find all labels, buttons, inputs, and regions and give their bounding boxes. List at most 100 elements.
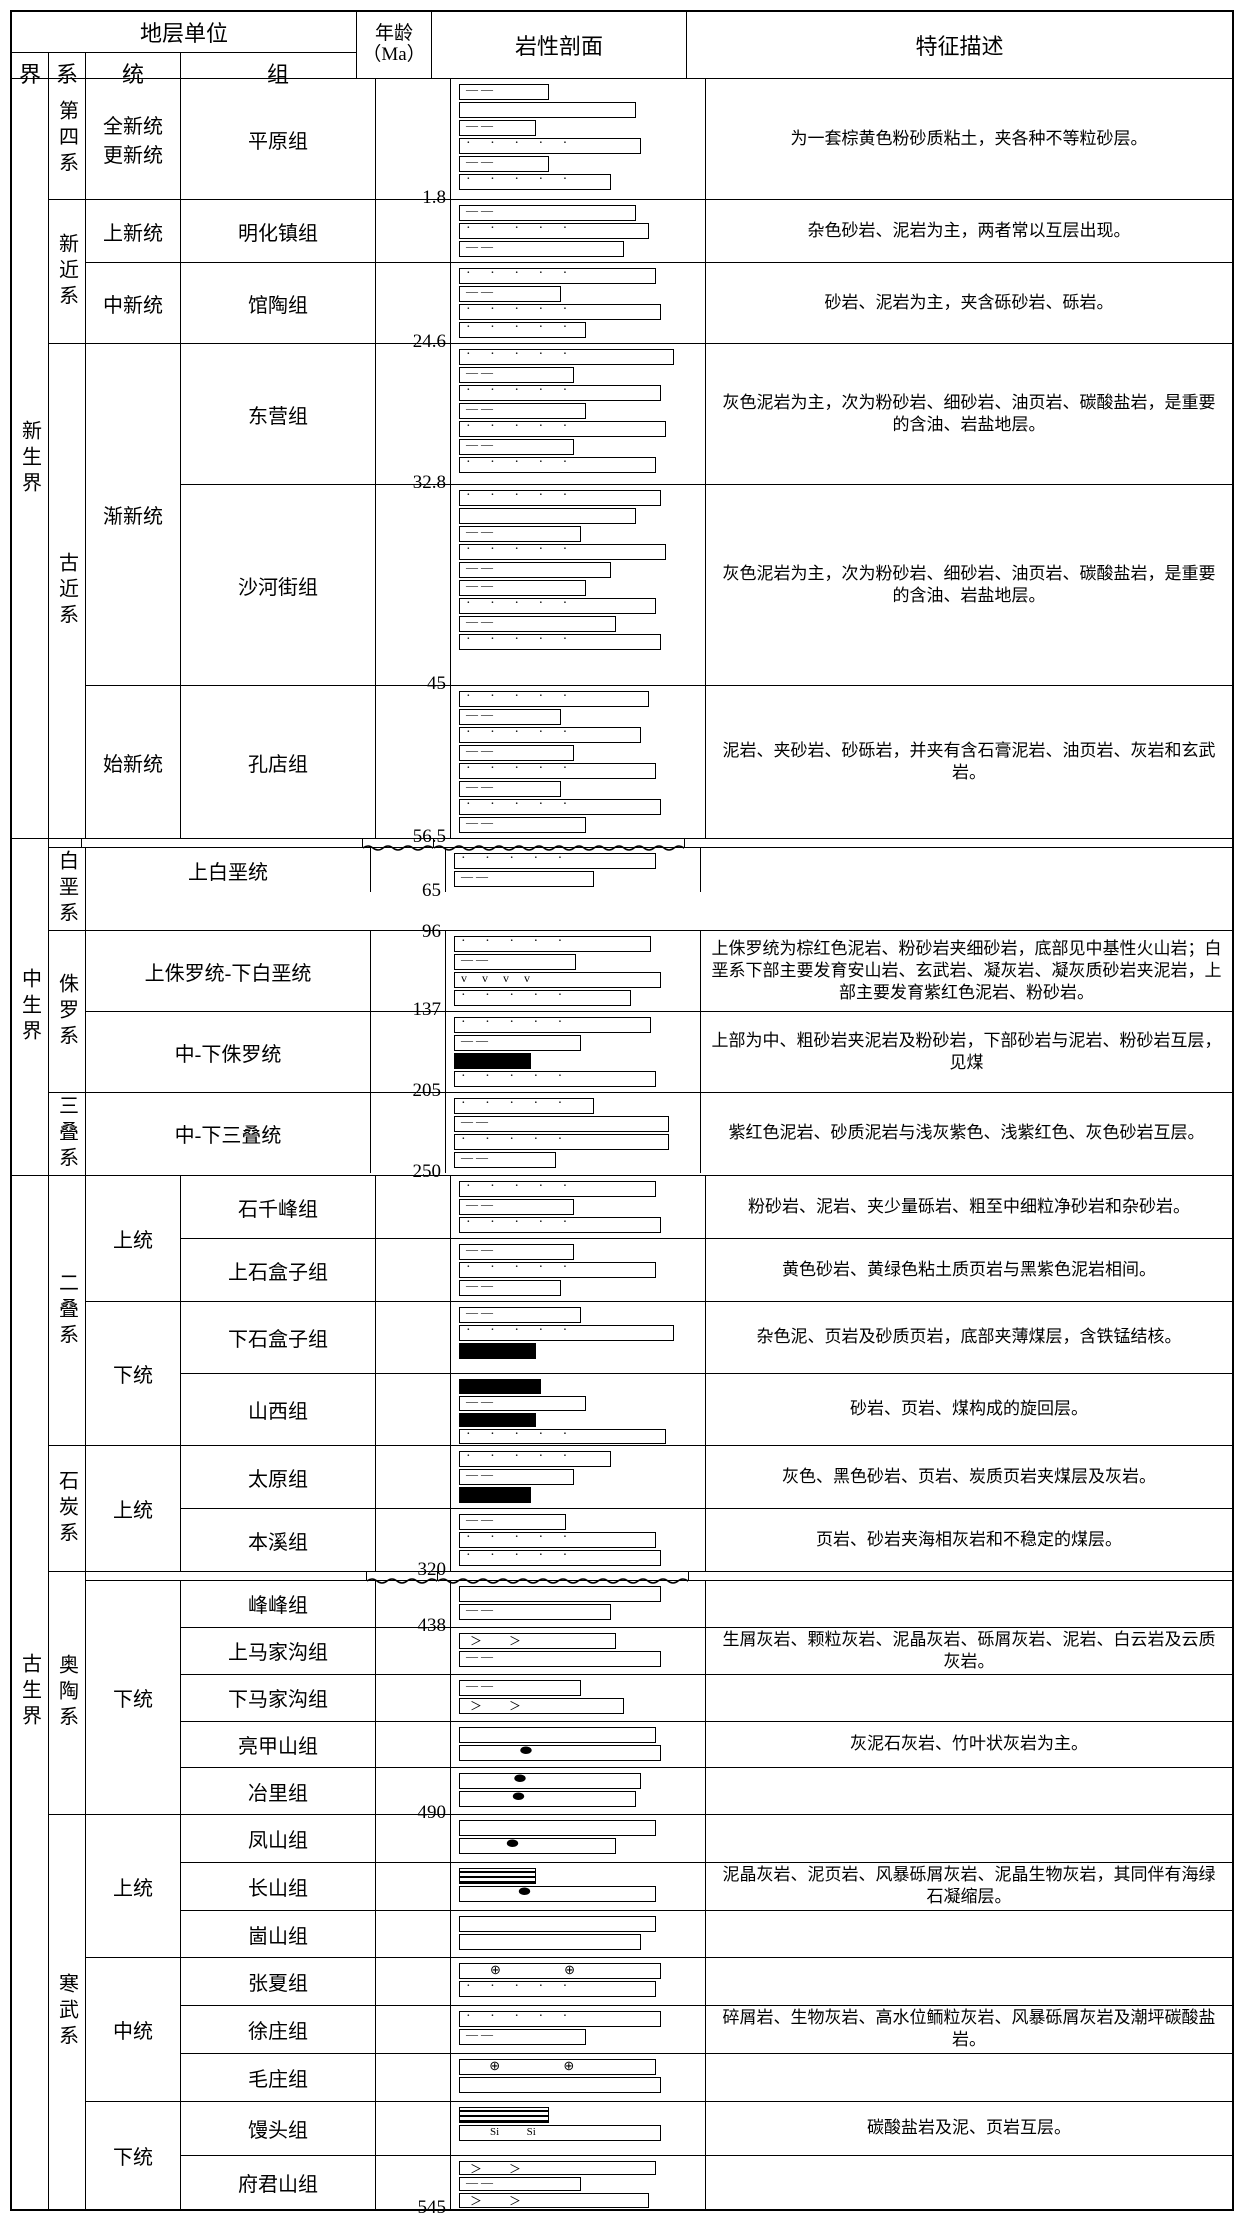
- description-cell: 紫红色泥岩、砂质泥岩与浅灰紫色、浅紫红色、灰色砂岩互层。: [701, 1093, 1232, 1173]
- lithology-cell: [451, 485, 706, 685]
- age-cell: [376, 1176, 451, 1238]
- lithology-cell: [451, 1302, 706, 1373]
- system-group: 新近系上新统明化镇组杂色砂岩、泥岩为主，两者常以互层出现。中新统馆陶组24.6砂…: [49, 200, 1232, 344]
- age-cell: [376, 1863, 451, 1910]
- formation-row: 馒头组 碳酸盐岩及泥、页岩互层。: [181, 2102, 1232, 2156]
- age-cell: [376, 1628, 451, 1674]
- era-group: 新生界第四系全新统 更新统平原组1.8为一套棕黄色粉砂质粘土，夹各种不等粒砂层。…: [12, 79, 1232, 839]
- unconformity-line: [49, 839, 1232, 848]
- description-cell: 上侏罗统为棕红色泥岩、粉砂岩夹细砂岩，底部见中基性火山岩；白垩系下部主要发育安山…: [701, 931, 1232, 1011]
- system-group: 第四系全新统 更新统平原组1.8为一套棕黄色粉砂质粘土，夹各种不等粒砂层。: [49, 79, 1232, 200]
- description-cell: 碳酸盐岩及泥、页岩互层。: [706, 2102, 1232, 2155]
- system-group: 侏罗系上侏罗统-下白垩统96137上侏罗统为棕红色泥岩、粉砂岩夹细砂岩，底部见中…: [49, 931, 1232, 1093]
- formation-cell: 崮山组: [181, 1911, 376, 1958]
- series-group: 上侏罗统-下白垩统96137上侏罗统为棕红色泥岩、粉砂岩夹细砂岩，底部见中基性火…: [86, 931, 1232, 1092]
- series-group: 中-下三叠统250紫红色泥岩、砂质泥岩与浅灰紫色、浅紫红色、灰色砂岩互层。: [86, 1093, 1232, 1173]
- era-group: 古生界二叠系上统石千峰组粉砂岩、泥岩、夹少量砾岩、粗至中细粒净砂岩和杂砂岩。上石…: [12, 1176, 1232, 2209]
- lithology-cell: [451, 1675, 706, 1721]
- age-cell: [376, 1722, 451, 1768]
- description-cell: 灰色泥岩为主，次为粉砂岩、细砂岩、油页岩、碳酸盐岩，是重要的含油、岩盐地层。: [706, 344, 1232, 484]
- formation-row: 上马家沟组生屑灰岩、颗粒灰岩、泥晶灰岩、砾屑灰岩、泥岩、白云岩及云质灰岩。: [181, 1628, 1232, 1675]
- series-cell: 上统: [86, 1446, 181, 1571]
- lithology-cell: [451, 200, 706, 262]
- series-cell: 上统: [86, 1815, 181, 1957]
- age-cell: 65: [371, 848, 446, 892]
- series-cell: 中新统: [86, 263, 181, 343]
- series-group: 下统峰峰组438上马家沟组生屑灰岩、颗粒灰岩、泥晶灰岩、砾屑灰岩、泥岩、白云岩及…: [86, 1581, 1232, 1814]
- formation-row: 徐庄组碎屑岩、生物灰岩、高水位鲕粒灰岩、风暴砾屑灰岩及潮坪碳酸盐岩。: [181, 2006, 1232, 2054]
- lithology-cell: [451, 1581, 706, 1627]
- lithology-cell: [451, 1509, 706, 1571]
- formation-row: 中-下侏罗统205上部为中、粗砂岩夹泥岩及粉砂岩，下部砂岩与泥岩、粉砂岩互层，见…: [86, 1012, 1232, 1092]
- formation-cell: 山西组: [181, 1374, 376, 1445]
- age-cell: 24.6: [376, 263, 451, 343]
- description-cell: [706, 1581, 1232, 1627]
- series-group: 上统石千峰组粉砂岩、泥岩、夹少量砾岩、粗至中细粒净砂岩和杂砂岩。上石盒子组黄色砂…: [86, 1176, 1232, 1302]
- age-cell: [376, 2102, 451, 2155]
- lithology-cell: [451, 1628, 706, 1674]
- era-cell: 古生界: [12, 1176, 49, 2209]
- formation-cell: 馒头组: [181, 2102, 376, 2155]
- formation-row: 毛庄组: [181, 2054, 1232, 2101]
- series-cell: 中统: [86, 1958, 181, 2100]
- lithology-cell: [451, 1239, 706, 1301]
- formation-row: 太原组灰色、黑色砂岩、页岩、炭质页岩夹煤层及灰岩。: [181, 1446, 1232, 1509]
- formation-cell: 凤山组: [181, 1815, 376, 1862]
- formation-row: 凤山组: [181, 1815, 1232, 1863]
- system-cell: 第四系: [49, 79, 86, 199]
- lithology-cell: [451, 1446, 706, 1508]
- lithology-cell: [451, 2156, 706, 2209]
- age-cell: 490: [376, 1768, 451, 1814]
- formation-cell: 本溪组: [181, 1509, 376, 1571]
- system-group: 古近系渐新统东营组32.8灰色泥岩为主，次为粉砂岩、细砂岩、油页岩、碳酸盐岩，是…: [49, 344, 1232, 838]
- formation-cell: 馆陶组: [181, 263, 376, 343]
- system-cell: 奥陶系: [49, 1572, 86, 1814]
- formation-row: 亮甲山组灰泥石灰岩、竹叶状灰岩为主。: [181, 1722, 1232, 1769]
- formation-cell: 徐庄组: [181, 2006, 376, 2053]
- stratigraphy-table: 地层单位界系统组年龄（Ma）岩性剖面特征描述 新生界第四系全新统 更新统平原组1…: [10, 10, 1234, 2211]
- series-group: 下统下石盒子组杂色泥、页岩及砂质页岩，底部夹薄煤层，含铁锰结核。山西组砂岩、页岩…: [86, 1302, 1232, 1445]
- formation-row: 峰峰组438: [181, 1581, 1232, 1628]
- age-cell: 205: [371, 1012, 446, 1092]
- series-group: 下统馒头组碳酸盐岩及泥、页岩互层。府君山组545: [86, 2102, 1232, 2209]
- lithology-cell: [451, 2054, 706, 2101]
- age-cell: 250: [371, 1093, 446, 1173]
- system-group: 白垩系上白垩统65: [49, 848, 1232, 931]
- age-cell: [376, 1302, 451, 1373]
- description-cell: 灰色泥岩为主，次为粉砂岩、细砂岩、油页岩、碳酸盐岩，是重要的含油、岩盐地层。: [706, 485, 1232, 685]
- age-cell: 438: [376, 1581, 451, 1627]
- description-cell: 生屑灰岩、颗粒灰岩、泥晶灰岩、砾屑灰岩、泥岩、白云岩及云质灰岩。: [706, 1628, 1232, 1674]
- series-cell: 始新统: [86, 686, 181, 838]
- series-cell: 下统: [86, 1302, 181, 1445]
- era-cell: 新生界: [12, 79, 49, 838]
- formation-cell: 东营组: [181, 344, 376, 484]
- header-lithology: 岩性剖面: [432, 12, 687, 78]
- description-cell: 杂色砂岩、泥岩为主，两者常以互层出现。: [706, 200, 1232, 262]
- formation-cell: 沙河街组: [181, 485, 376, 685]
- formation-cell: 太原组: [181, 1446, 376, 1508]
- series-group: 始新统孔店组56.5泥岩、夹砂岩、砂砾岩，并夹有含石膏泥岩、油页岩、灰岩和玄武岩…: [86, 686, 1232, 838]
- header-row-1: 地层单位界系统组年龄（Ma）岩性剖面特征描述: [12, 12, 1232, 79]
- age-value: 545: [418, 2197, 447, 2219]
- system-group: 二叠系上统石千峰组粉砂岩、泥岩、夹少量砾岩、粗至中细粒净砂岩和杂砂岩。上石盒子组…: [49, 1176, 1232, 1446]
- age-cell: 320: [376, 1509, 451, 1571]
- series-group: 上统凤山组长山组泥晶灰岩、泥页岩、风暴砾屑灰岩、泥晶生物灰岩，其同伴有海绿石凝缩…: [86, 1815, 1232, 1958]
- description-cell: [706, 2156, 1232, 2209]
- system-cell: 寒武系: [49, 1815, 86, 2208]
- age-value: 56.5: [413, 826, 446, 848]
- formation-cell: 孔店组: [181, 686, 376, 838]
- lithology-cell: [451, 1815, 706, 1862]
- age-cell: [376, 1911, 451, 1958]
- formation-cell: 明化镇组: [181, 200, 376, 262]
- description-cell: 上部为中、粗砂岩夹泥岩及粉砂岩，下部砂岩与泥岩、粉砂岩互层，见煤: [701, 1012, 1232, 1092]
- formation-cell: 冶里组: [181, 1768, 376, 1814]
- lithology-cell: [451, 2006, 706, 2053]
- formation-row: 上侏罗统-下白垩统96137上侏罗统为棕红色泥岩、粉砂岩夹细砂岩，底部见中基性火…: [86, 931, 1232, 1012]
- formation-row: 下马家沟组: [181, 1675, 1232, 1722]
- formation-cell: 长山组: [181, 1863, 376, 1910]
- header-age-label: 年龄: [375, 24, 413, 45]
- formation-row: 孔店组56.5泥岩、夹砂岩、砂砾岩，并夹有含石膏泥岩、油页岩、灰岩和玄武岩。: [181, 686, 1232, 838]
- formation-cell: 峰峰组: [181, 1581, 376, 1627]
- formation-row: 崮山组: [181, 1911, 1232, 1958]
- lithology-cell: [451, 263, 706, 343]
